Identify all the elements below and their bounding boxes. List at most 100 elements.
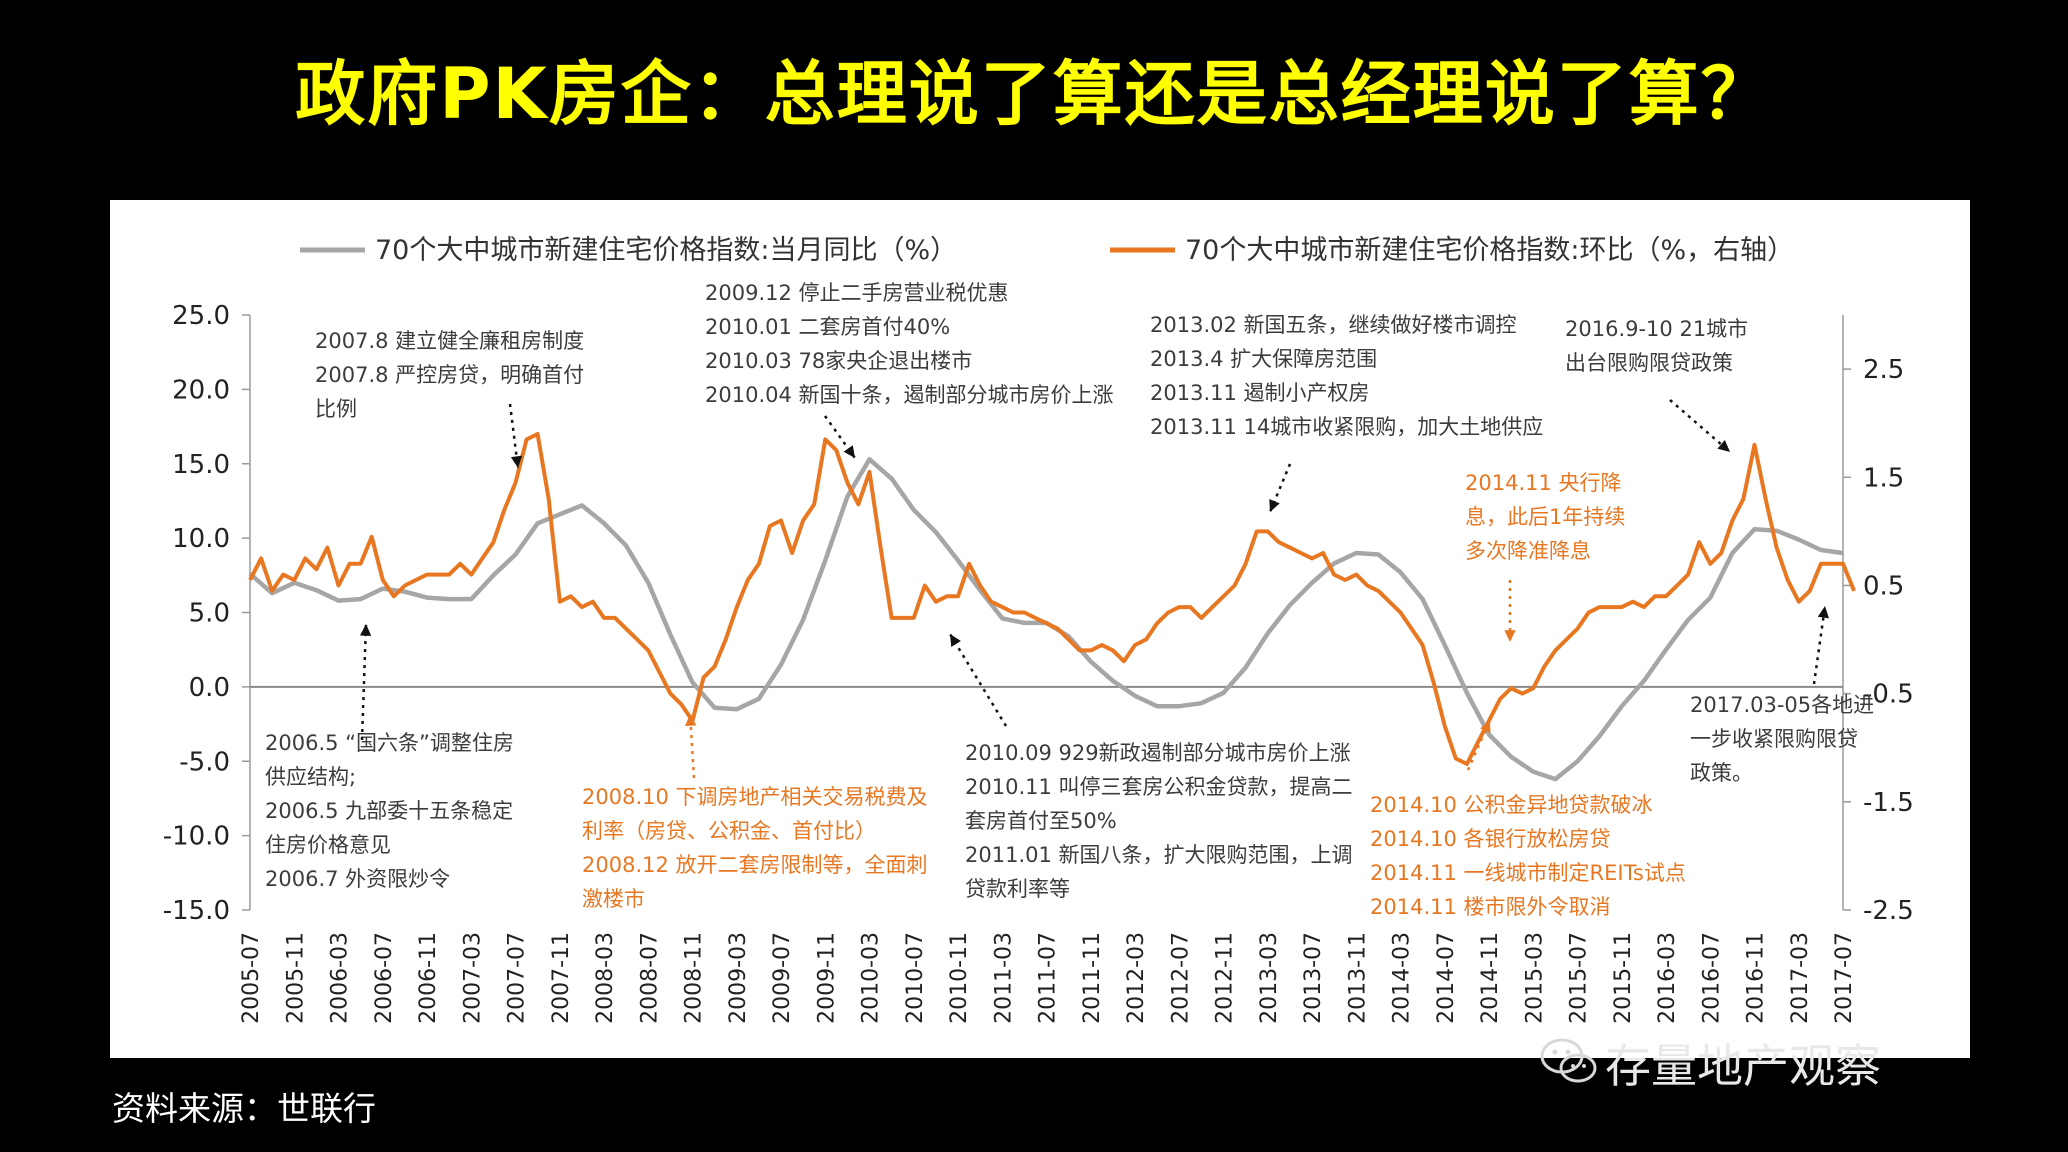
annotation-text: 2013.11 遏制小产权房: [1150, 381, 1370, 405]
annotation-text: 2010.03 78家央企退出楼市: [705, 349, 972, 373]
x-axis-tick-label: 2015-11: [1611, 932, 1636, 1024]
x-axis-tick-label: 2010-03: [859, 932, 884, 1024]
annotation-text: 供应结构;: [265, 765, 356, 789]
annotation-arrow-head: [1817, 606, 1829, 619]
x-axis-tick-label: 2017-07: [1832, 932, 1857, 1024]
annotation-text: 比例: [315, 397, 357, 421]
x-axis-tick-label: 2007-07: [505, 932, 530, 1024]
x-axis-tick-label: 2016-11: [1744, 932, 1769, 1024]
x-axis-tick-label: 2008-11: [682, 932, 707, 1024]
annotation-text: 一步收紧限购限贷: [1690, 727, 1858, 751]
annotation-text: 贷款利率等: [965, 877, 1070, 901]
x-axis-tick-label: 2014-11: [1478, 932, 1503, 1024]
x-axis-tick-label: 2012-03: [1124, 932, 1149, 1024]
annotation-text: 利率（房贷、公积金、首付比）: [582, 819, 876, 843]
line-chart: 25.0 20.0 15.0 10.0 5.0 0.0 -5.0 -10.0 -15.0 2.5 1…: [163, 235, 1914, 1024]
right-axis-tick-label: 2.5: [1863, 355, 1904, 385]
annotation-arrow-line: [360, 623, 368, 741]
right-axis-tick-label: 1.5: [1863, 463, 1904, 493]
annotation-text: 2014.11 央行降: [1465, 471, 1622, 495]
annotation-text: 2011.01 新国八条，扩大限购范围，上调: [965, 843, 1353, 867]
left-axis-tick-label: 25.0: [172, 301, 230, 331]
x-axis-tick-label: 2016-07: [1699, 932, 1724, 1024]
x-axis-tick-label: 2010-07: [903, 932, 928, 1024]
x-axis-tick-label: 2007-11: [549, 932, 574, 1024]
annotation-arrow-head: [510, 455, 523, 468]
annotation-arrow-line: [1669, 399, 1731, 453]
right-axis-tick-label: -2.5: [1863, 896, 1914, 926]
left-axis-tick-label: 5.0: [189, 599, 230, 629]
annotation-text: 2009.12 停止二手房营业税优惠: [705, 281, 1009, 305]
x-axis-tick-label: 2016-03: [1655, 932, 1680, 1024]
annotation-text: 政策。: [1690, 761, 1753, 785]
annotation-arrow-head: [1480, 720, 1491, 733]
annotation-text: 2010.04 新国十条，遏制部分城市房价上涨: [705, 383, 1114, 407]
x-axis-tick-label: 2015-03: [1522, 932, 1547, 1024]
legend-label-1: 70个大中城市新建住宅价格指数:当月同比（%）: [375, 235, 957, 266]
annotation-text: 2016.9-10 21城市: [1565, 317, 1748, 341]
annotation-arrow-head: [950, 634, 961, 647]
x-axis-tick-label: 2009-07: [770, 932, 795, 1024]
x-axis-tick-label: 2006-11: [416, 932, 441, 1024]
right-axis-tick-label: -1.5: [1863, 788, 1914, 818]
left-axis-tick-label: 10.0: [172, 524, 230, 554]
x-axis-tick-label: 2008-03: [593, 932, 618, 1024]
left-axis-tick-label: 0.0: [189, 673, 230, 703]
annotation-arrow-line: [948, 633, 1008, 727]
annotation-text: 2010.11 叫停三套房公积金贷款，提高二: [965, 775, 1353, 799]
x-axis-tick-label: 2015-07: [1567, 932, 1592, 1024]
annotation-arrow-head: [1504, 630, 1516, 642]
annotation-text: 2013.4 扩大保障房范围: [1150, 347, 1377, 371]
left-axis-tick-label: -10.0: [163, 822, 230, 852]
annotation-arrow-head: [359, 624, 372, 636]
annotation-arrow-line: [1466, 719, 1492, 771]
annotation-text: 2014.10 公积金异地贷款破冰: [1370, 793, 1653, 817]
annotation-text: 2014.11 楼市限外令取消: [1370, 895, 1611, 919]
annotation-text: 2006.5 “国六条”调整住房: [265, 731, 514, 755]
x-axis-tick-label: 2010-11: [947, 932, 972, 1024]
x-axis-tick-label: 2006-03: [328, 932, 353, 1024]
x-axis-tick-label: 2009-03: [726, 932, 751, 1024]
x-axis-tick-label: 2013-07: [1301, 932, 1326, 1024]
annotation-arrow-line: [1812, 605, 1827, 685]
x-axis-tick-label: 2007-03: [460, 932, 485, 1024]
x-axis-tick-label: 2005-11: [283, 932, 308, 1024]
annotation-text: 2014.11 一线城市制定REITs试点: [1370, 861, 1686, 885]
left-axis-tick-label: 15.0: [172, 450, 230, 480]
annotation-arrow-line: [508, 403, 520, 469]
annotation-text: 2007.8 严控房贷，明确首付: [315, 363, 584, 387]
annotation-text: 多次降准降息: [1465, 539, 1591, 563]
page-headline: 政府PK房企：总理说了算还是总经理说了算？: [295, 53, 1773, 135]
annotation-arrow-line: [1268, 463, 1292, 513]
annotation-text: 2008.10 下调房地产相关交易税费及: [582, 785, 928, 809]
x-axis-tick-label: 2006-07: [372, 932, 397, 1024]
x-axis-tick-label: 2014-07: [1434, 932, 1459, 1024]
x-axis-tick-label: 2005-07: [239, 932, 264, 1024]
watermark-text: 存量地产观察: [1605, 1039, 1881, 1093]
annotation-text: 2008.12 放开二套房限制等，全面刺: [582, 853, 928, 877]
x-axis-tick-label: 2011-07: [1036, 932, 1061, 1024]
annotation-text: 激楼市: [582, 887, 645, 911]
x-axis-tick-label: 2014-03: [1390, 932, 1415, 1024]
annotation-text: 2007.8 建立健全廉租房制度: [315, 329, 584, 353]
x-axis-tick-label: 2017-03: [1788, 932, 1813, 1024]
annotation-arrow-head: [1717, 440, 1730, 452]
annotation-arrow-line: [823, 415, 857, 459]
x-axis-tick-label: 2012-11: [1213, 932, 1238, 1024]
x-axis-tick-label: 2011-03: [991, 932, 1016, 1024]
source-note: 资料来源：世联行: [112, 1089, 376, 1128]
left-axis-tick-label: -15.0: [163, 896, 230, 926]
right-axis-tick-label: -0.5: [1863, 680, 1914, 710]
annotation-text: 2013.11 14城市收紧限购，加大土地供应: [1150, 415, 1543, 439]
annotation-text: 出台限购限贷政策: [1565, 351, 1733, 375]
annotation-text: 息，此后1年持续: [1465, 505, 1625, 529]
annotation-text: 2006.5 九部委十五条稳定: [265, 799, 513, 823]
right-axis-tick-label: 0.5: [1863, 571, 1904, 601]
wechat-icon: [1540, 1038, 1597, 1083]
annotation-text: 2010.01 二套房首付40%: [705, 315, 950, 339]
left-axis-tick-label: 20.0: [172, 375, 230, 405]
series-line-2: [248, 432, 1856, 766]
annotation-text: 2014.10 各银行放松房贷: [1370, 827, 1611, 851]
x-axis-tick-label: 2012-07: [1168, 932, 1193, 1024]
legend-label-2: 70个大中城市新建住宅价格指数:环比（%，右轴）: [1185, 235, 1794, 266]
